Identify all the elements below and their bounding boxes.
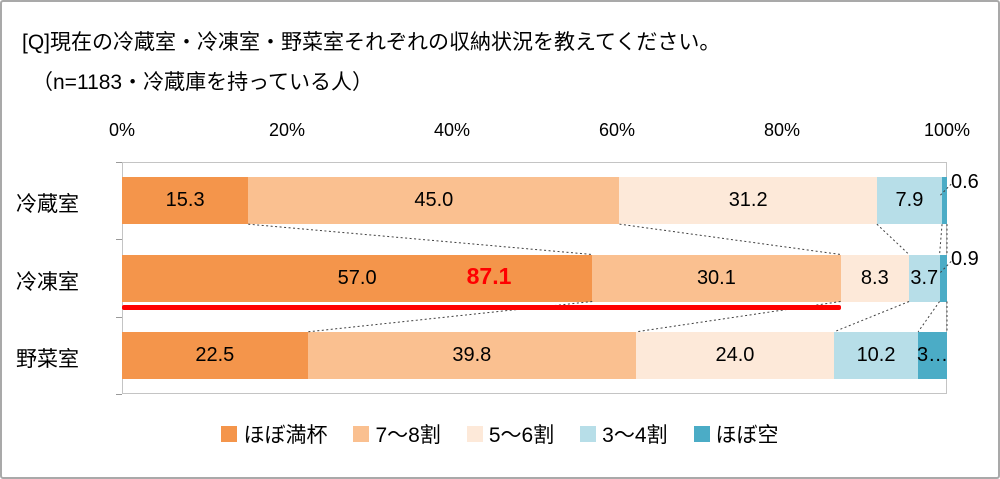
bar-segment: 3.7 <box>909 254 940 302</box>
bar-segment: 3… <box>916 331 949 379</box>
legend-item: 5〜6割 <box>466 419 555 449</box>
outside-value-label: 0.6 <box>951 171 979 193</box>
legend-swatch <box>353 426 370 442</box>
legend-swatch <box>580 426 597 442</box>
bar-segment <box>939 254 947 302</box>
legend-label: ほぼ空 <box>715 424 779 447</box>
legend-swatch <box>693 426 710 442</box>
legend-label: 5〜6割 <box>488 424 555 447</box>
legend-swatch <box>466 426 483 442</box>
x-tick-label: 0% <box>108 120 135 140</box>
segment-value-label: 30.1 <box>696 266 736 289</box>
x-tick-label: 60% <box>598 120 636 140</box>
segment-value-label: 45.0 <box>414 189 454 212</box>
legend-label: 7〜8割 <box>375 424 441 447</box>
segment-value-label: 39.8 <box>452 343 492 366</box>
legend-swatch <box>221 426 238 442</box>
legend-item: ほぼ空 <box>693 419 779 449</box>
chart-title: [Q]現在の冷蔵室・冷凍室・野菜室それぞれの収納状況を教えてください。 <box>22 31 721 54</box>
chart-subtitle: （n=1183・冷蔵庫を持っている人） <box>32 71 374 94</box>
category-label: 冷蔵室 <box>16 193 79 216</box>
segment-value-label: 31.2 <box>728 189 768 212</box>
x-tick-label: 20% <box>268 120 306 140</box>
highlight-total-label: 87.1 <box>466 263 512 289</box>
bar-segment: 31.2 <box>619 177 877 225</box>
bar-segment: 7.9 <box>876 177 943 225</box>
segment-value-label: 22.5 <box>195 343 235 366</box>
legend-label: 3〜4割 <box>602 424 668 447</box>
segment-value-label: 8.3 <box>860 266 889 289</box>
segment-value-label: 10.2 <box>856 343 896 366</box>
segment-value-label: 24.0 <box>715 343 755 366</box>
x-tick-label: 80% <box>763 120 801 140</box>
bar-segment: 15.3 <box>122 177 249 225</box>
stacked-bar-row: 22.5 39.8 24.0 10.2 3… <box>122 331 949 379</box>
legend-item: 3〜4割 <box>580 419 668 449</box>
category-label: 冷凍室 <box>16 271 79 294</box>
chart-legend: ほぼ満杯 7〜8割 5〜6割 3〜4割 ほぼ空 <box>2 419 998 449</box>
outside-value-label: 0.9 <box>951 248 979 270</box>
bar-segment: 22.5 <box>122 331 308 379</box>
bar-segment: 8.3 <box>840 254 910 302</box>
bar-segment <box>942 177 947 225</box>
segment-value-label: 15.3 <box>165 189 205 212</box>
legend-item: ほぼ満杯 <box>221 419 327 449</box>
x-tick-label: 100% <box>923 120 971 140</box>
segment-value-label: 3… <box>916 343 949 366</box>
segment-value-label: 57.0 <box>337 266 377 289</box>
bar-segment: 24.0 <box>635 331 834 379</box>
stacked-bar-row: 57.0 30.1 8.3 3.7 <box>122 254 947 302</box>
highlight-underline <box>122 305 841 310</box>
x-tick-label: 40% <box>433 120 471 140</box>
legend-item: 7〜8割 <box>353 419 441 449</box>
segment-value-label: 3.7 <box>910 266 939 289</box>
bar-segment: 10.2 <box>833 331 919 379</box>
legend-label: ほぼ満杯 <box>243 424 328 447</box>
bar-segment: 30.1 <box>592 254 841 302</box>
stacked-bar-row: 15.3 45.0 31.2 7.9 <box>122 177 947 225</box>
bar-segment: 45.0 <box>248 177 620 225</box>
segment-value-label: 7.9 <box>895 189 924 212</box>
axis-tick-mark <box>116 317 122 318</box>
category-label: 野菜室 <box>16 348 79 371</box>
axis-tick-mark <box>116 162 122 163</box>
axis-tick-mark <box>116 239 122 240</box>
bar-segment: 57.0 <box>122 254 593 302</box>
axis-tick-mark <box>116 394 122 395</box>
bar-segment: 39.8 <box>307 331 636 379</box>
